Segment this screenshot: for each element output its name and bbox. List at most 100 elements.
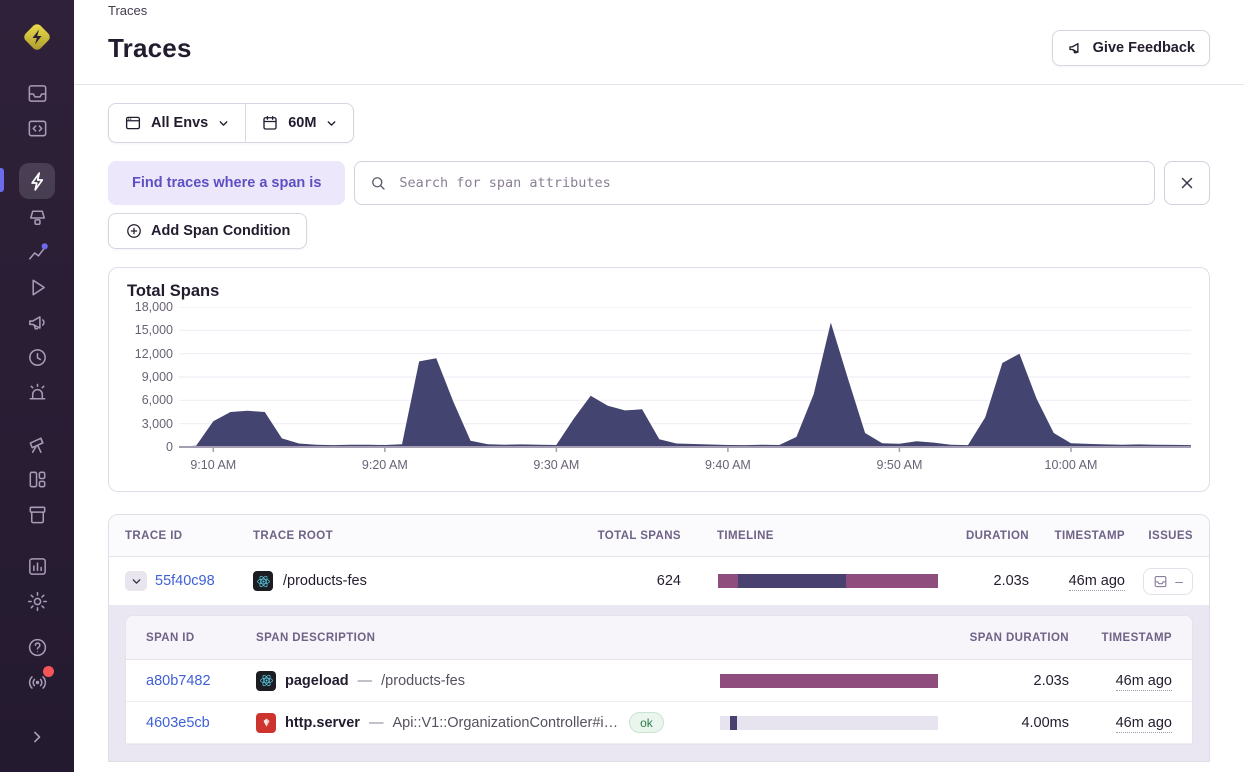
close-icon xyxy=(1181,177,1193,189)
give-feedback-button[interactable]: Give Feedback xyxy=(1051,30,1210,66)
trace-search-row: Find traces where a span is xyxy=(108,161,1210,205)
page-filter-bar: All Envs 60M xyxy=(108,103,355,143)
sidebar-item-performance[interactable] xyxy=(19,235,55,269)
page-content: All Envs 60M Find traces where a span is xyxy=(74,85,1244,772)
sidebar-item-whats-new[interactable] xyxy=(19,665,55,699)
gear-icon xyxy=(27,591,47,611)
span-id-link[interactable]: a80b7482 xyxy=(146,672,211,689)
x-axis-label: 9:30 AM xyxy=(533,458,580,472)
filter-divider xyxy=(245,104,247,142)
sidebar-item-crons[interactable] xyxy=(19,340,55,374)
sidebar-item-discover[interactable] xyxy=(19,427,55,461)
siren-icon xyxy=(29,383,45,399)
trace-duration: 2.03s xyxy=(993,573,1029,589)
broadcast-icon xyxy=(28,675,46,689)
chevron-right-icon xyxy=(34,731,41,743)
span-op: http.server xyxy=(285,714,360,731)
issues-icon xyxy=(1154,575,1167,587)
sidebar-collapse-button[interactable] xyxy=(19,720,55,754)
add-span-condition-button[interactable]: Add Span Condition xyxy=(108,213,308,249)
breadcrumb[interactable]: Traces xyxy=(108,3,148,18)
trace-timestamp[interactable]: 46m ago xyxy=(1068,573,1125,591)
span-row: 4603e5cb http.server — Api::V1::Organiza… xyxy=(126,702,1192,744)
sidebar-item-feedback[interactable] xyxy=(19,305,55,339)
trace-id-link[interactable]: 55f40c98 xyxy=(155,573,215,589)
environment-filter-label: All Envs xyxy=(151,115,209,131)
span-duration: 2.03s xyxy=(1033,672,1069,689)
sidebar-item-alerts[interactable] xyxy=(19,375,55,409)
y-axis-label: 9,000 xyxy=(141,370,173,384)
play-icon xyxy=(31,279,45,295)
time-range-filter[interactable]: 60M xyxy=(246,104,353,142)
y-axis-label: 6,000 xyxy=(141,393,173,408)
megaphone-icon xyxy=(1068,42,1079,54)
sidebar-item-issues[interactable] xyxy=(19,76,55,110)
sidebar-item-projects[interactable] xyxy=(19,111,55,145)
time-range-filter-label: 60M xyxy=(288,115,317,131)
chevron-down-icon xyxy=(132,578,140,584)
col-span-timestamp: TIMESTAMP xyxy=(1101,631,1172,644)
chart-trend-icon xyxy=(28,242,48,259)
give-feedback-label: Give Feedback xyxy=(1092,40,1195,56)
sentry-logo[interactable] xyxy=(20,20,54,54)
chevron-down-icon xyxy=(219,120,228,126)
separator-dash: — xyxy=(368,714,384,731)
expanded-trace-area: SPAN ID SPAN DESCRIPTION SPAN DURATION T… xyxy=(109,605,1209,761)
calendar-icon xyxy=(263,115,277,130)
x-axis-label: 9:20 AM xyxy=(361,458,408,472)
trace-root-name: /products-fes xyxy=(283,573,367,589)
total-spans-chart[interactable]: 0 3,000 6,000 9,000 12,000 15,000 18,000 9:10 A… xyxy=(135,300,1191,483)
react-icon xyxy=(253,571,273,591)
sidebar-item-insights[interactable] xyxy=(19,200,55,234)
sidebar-item-settings[interactable] xyxy=(19,584,55,618)
sidebar-item-dashboards[interactable] xyxy=(19,462,55,496)
span-op: pageload xyxy=(285,672,349,689)
react-icon xyxy=(256,670,276,691)
trace-timeline-bar xyxy=(718,574,938,588)
sidebar-item-releases[interactable] xyxy=(19,497,55,531)
col-total-spans: TOTAL SPANS xyxy=(597,529,681,542)
span-timeline-bar xyxy=(720,715,938,730)
sentry-logo-icon xyxy=(24,24,50,50)
add-span-condition-label: Add Span Condition xyxy=(151,223,291,239)
y-axis-label: 15,000 xyxy=(134,323,173,338)
trace-issues-button[interactable]: – xyxy=(1143,567,1193,595)
plus-circle-icon xyxy=(127,224,141,238)
spans-table-header: SPAN ID SPAN DESCRIPTION SPAN DURATION T… xyxy=(126,616,1192,660)
search-icon xyxy=(372,177,386,190)
chart-title: Total Spans xyxy=(127,282,220,300)
find-traces-label: Find traces where a span is xyxy=(108,161,346,205)
trace-row: 55f40c98 /products-fes 624 2.03s 46m ago xyxy=(109,557,1209,605)
sidebar xyxy=(0,0,74,772)
sidebar-item-replays[interactable] xyxy=(19,270,55,304)
issues-icon xyxy=(28,84,46,102)
col-span-id: SPAN ID xyxy=(146,631,195,644)
span-id-link[interactable]: 4603e5cb xyxy=(146,714,210,731)
sidebar-item-stats[interactable] xyxy=(19,549,55,583)
sidebar-item-help[interactable] xyxy=(19,630,55,664)
active-nav-indicator xyxy=(0,168,4,192)
insights-icon xyxy=(29,210,45,225)
col-span-description: SPAN DESCRIPTION xyxy=(256,631,376,644)
y-axis-label: 0 xyxy=(166,440,173,454)
window-icon xyxy=(125,116,141,130)
total-spans-value: 624 xyxy=(656,573,681,589)
clear-search-button[interactable] xyxy=(1164,161,1210,205)
span-duration: 4.00ms xyxy=(1021,714,1069,731)
environment-filter[interactable]: All Envs xyxy=(109,104,245,142)
page-title: Traces xyxy=(108,32,192,63)
megaphone-icon xyxy=(28,315,45,329)
col-issues: ISSUES xyxy=(1148,529,1193,542)
main-area: Traces Traces Give Feedback All Envs xyxy=(74,0,1244,772)
collapse-trace-button[interactable] xyxy=(125,571,147,591)
span-timestamp[interactable]: 46m ago xyxy=(1115,672,1172,691)
page-header: Traces Traces Give Feedback xyxy=(74,0,1244,85)
span-search-input[interactable] xyxy=(397,174,1140,192)
span-status-badge: ok xyxy=(629,712,664,733)
span-timestamp[interactable]: 46m ago xyxy=(1115,714,1172,733)
span-search-box[interactable] xyxy=(354,161,1155,205)
lightning-icon xyxy=(30,171,43,191)
span-description: Api::V1::OrganizationController#i… xyxy=(392,714,619,731)
sidebar-item-explore[interactable] xyxy=(19,163,55,199)
